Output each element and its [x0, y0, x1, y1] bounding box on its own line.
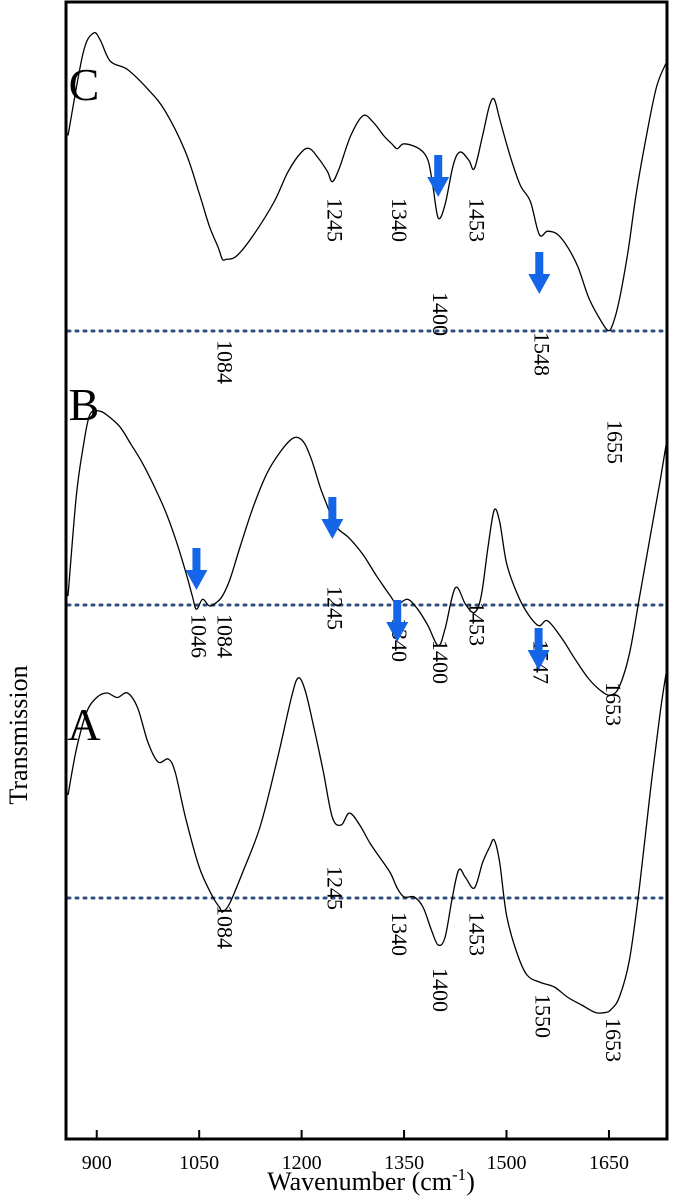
peak-label: 1400 — [428, 968, 453, 1012]
peak-label: 1084 — [212, 614, 237, 658]
peak-label: 1046 — [186, 614, 211, 658]
x-tick-label: 1050 — [179, 1152, 219, 1174]
peak-label: 1245 — [322, 866, 347, 910]
panel-label: B — [69, 379, 100, 430]
peak-label: 1548 — [529, 332, 554, 376]
peak-label: 1245 — [322, 198, 347, 242]
arrow-down-icon — [528, 252, 551, 294]
x-axis-title-close: ) — [466, 1167, 475, 1196]
x-axis-title-exponent: -1 — [452, 1165, 466, 1184]
peak-label: 1400 — [428, 640, 453, 684]
panel-label: C — [69, 59, 100, 110]
panel-c: C 1084 1245 1340 1400 1453 1548 1655 — [66, 31, 668, 464]
x-tick-label: 1200 — [282, 1152, 322, 1174]
panel-a: A 1084 1245 1340 1400 1453 1550 1653 — [66, 667, 668, 1062]
x-axis-title: Wavenumber (cm-1) — [267, 1165, 475, 1196]
peak-label: 1453 — [464, 912, 489, 956]
x-tick-label: 900 — [82, 1152, 112, 1174]
arrow-down-icon — [527, 628, 550, 670]
panel-b: B10461084124513401400145315471653 — [66, 379, 668, 726]
y-axis-title: Transmission — [4, 665, 33, 804]
arrow-down-icon — [386, 600, 409, 642]
x-tick-label: 1350 — [384, 1152, 424, 1174]
peak-label: 1453 — [464, 602, 489, 646]
peak-label: 1655 — [602, 420, 627, 464]
plot-frame — [64, 0, 669, 1141]
peak-label: 1653 — [601, 682, 626, 726]
arrow-down-icon — [321, 497, 344, 539]
x-tick-label: 1650 — [589, 1152, 629, 1174]
peak-label: 1340 — [387, 912, 412, 956]
spectrum-line-b — [67, 409, 668, 696]
peak-label: 1084 — [212, 905, 237, 949]
x-axis-title-main: Wavenumber (cm — [267, 1167, 452, 1196]
spectrum-line-a — [67, 667, 668, 1014]
peak-label: 1400 — [428, 292, 453, 336]
x-tick-label: 1500 — [487, 1152, 527, 1174]
spectrum-line-c — [67, 31, 668, 332]
peak-label: 1653 — [601, 1018, 626, 1062]
peak-label: 1550 — [531, 994, 556, 1038]
peak-label: 1084 — [212, 340, 237, 384]
peak-label: 1453 — [464, 198, 489, 242]
peak-label: 1245 — [322, 586, 347, 630]
arrow-down-icon — [185, 548, 208, 590]
x-axis-ticks: 900 1050 1200 1350 1500 1650 — [82, 1130, 629, 1174]
arrow-down-icon — [427, 155, 450, 197]
peak-label: 1340 — [387, 198, 412, 242]
panel-label: A — [67, 699, 100, 750]
